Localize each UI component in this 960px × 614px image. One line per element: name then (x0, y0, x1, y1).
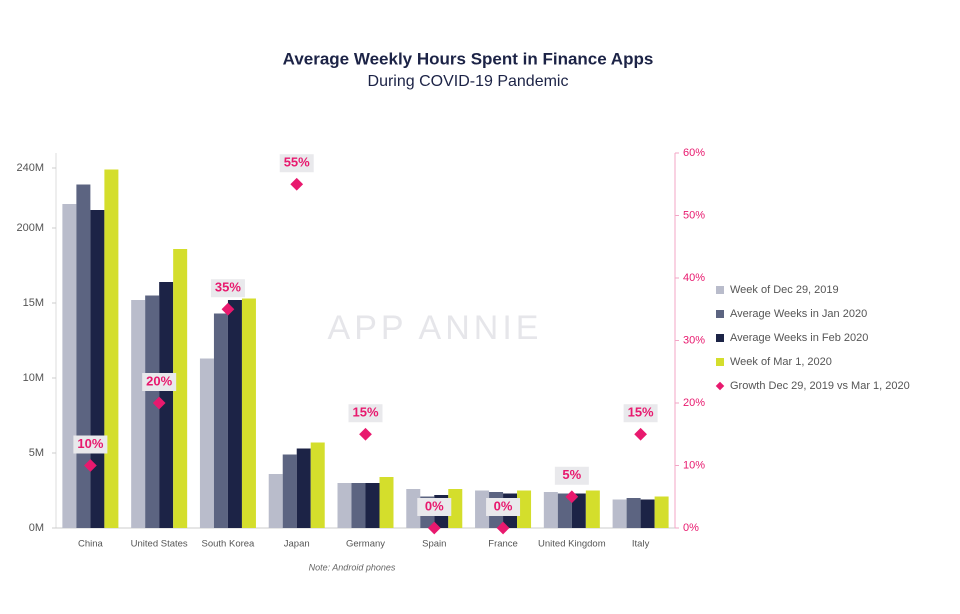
y2-tick-label: 40% (683, 272, 705, 284)
bar (448, 489, 463, 528)
y2-tick-label: 0% (683, 522, 699, 534)
bar (282, 454, 297, 528)
value-label-bg (554, 466, 589, 485)
value-label-bg (348, 404, 383, 423)
growth-marker (152, 396, 166, 410)
bar (145, 295, 160, 528)
x-tick-label: Italy (632, 539, 650, 550)
chart-subtitle: During COVID-19 Pandemic (368, 73, 569, 90)
x-tick-label: South Korea (202, 539, 256, 550)
y2-tick-label: 20% (683, 397, 705, 409)
y-tick-label: 5M (29, 447, 44, 459)
bar (131, 300, 146, 528)
y-tick-label: 240M (16, 162, 44, 174)
bar (62, 204, 77, 528)
bar (365, 483, 380, 528)
bar (557, 493, 572, 528)
legend-label: Week of Mar 1, 2020 (730, 356, 832, 368)
bar (296, 448, 311, 528)
value-label: 35% (215, 280, 241, 295)
x-tick-label: France (488, 539, 518, 550)
bar (543, 492, 558, 528)
growth-marker (290, 177, 304, 191)
bar (517, 490, 532, 528)
legend-marker (716, 310, 724, 318)
x-tick-label: United Kingdom (538, 539, 606, 550)
bar (475, 490, 490, 528)
growth-marker (84, 459, 97, 472)
bar (640, 499, 655, 528)
bar (379, 477, 394, 528)
bar (337, 483, 352, 528)
bar (612, 499, 627, 528)
chart-title: Average Weekly Hours Spent in Finance Ap… (283, 49, 654, 68)
legend-label: Week of Dec 29, 2019 (730, 284, 839, 296)
growth-marker (634, 427, 647, 441)
value-label-bg (623, 404, 658, 423)
y-tick-label: 15M (23, 297, 44, 309)
y2-tick-label: 30% (683, 334, 705, 346)
y-tick-label: 10M (23, 372, 44, 384)
note: Note: Android phones (309, 562, 396, 572)
x-tick-label: China (78, 539, 104, 550)
legend-marker (716, 286, 724, 294)
legend-marker (716, 334, 724, 342)
bar (351, 483, 366, 528)
value-label: 0% (425, 498, 444, 513)
value-label: 0% (494, 498, 513, 513)
legend-label: Average Weeks in Feb 2020 (730, 332, 868, 344)
value-label-bg (210, 279, 245, 298)
value-label: 5% (562, 467, 581, 482)
bar (571, 493, 586, 528)
y-tick-label: 200M (16, 222, 44, 234)
growth-marker (221, 302, 235, 316)
bar (173, 249, 188, 528)
y2-tick-label: 50% (683, 209, 705, 221)
bar (268, 474, 283, 528)
growth-marker (359, 427, 372, 441)
value-label-bg (142, 373, 177, 391)
value-label: 15% (628, 405, 654, 420)
x-tick-label: United States (131, 539, 188, 550)
legend-marker (716, 358, 724, 366)
value-label: 15% (352, 405, 378, 420)
bar (104, 169, 119, 528)
watermark: APP ANNIE (328, 309, 543, 347)
value-label-bg (279, 154, 314, 173)
x-tick-label: Spain (422, 539, 446, 550)
bar (199, 358, 214, 528)
legend-label: Average Weeks in Jan 2020 (730, 308, 867, 320)
y2-tick-label: 60% (683, 147, 705, 159)
x-tick-label: Japan (284, 539, 310, 550)
bar (585, 490, 600, 528)
bar (159, 282, 174, 528)
legend-label: Growth Dec 29, 2019 vs Mar 1, 2020 (730, 380, 910, 392)
legend-marker (715, 381, 725, 391)
value-label: 20% (146, 373, 172, 388)
value-label-bg (417, 498, 452, 516)
bar (626, 498, 641, 528)
value-label: 55% (284, 155, 310, 170)
bar (310, 442, 325, 528)
y2-tick-label: 10% (683, 459, 705, 471)
bar (90, 210, 105, 528)
bar (227, 300, 242, 528)
x-tick-label: Germany (346, 539, 385, 550)
bar (213, 313, 228, 528)
bar (241, 298, 256, 528)
bar (654, 496, 669, 528)
value-label: 10% (77, 436, 103, 451)
value-label-bg (486, 498, 521, 516)
bar (406, 489, 421, 528)
bar (76, 184, 91, 528)
value-label-bg (73, 435, 108, 454)
y-tick-label: 0M (29, 522, 44, 534)
